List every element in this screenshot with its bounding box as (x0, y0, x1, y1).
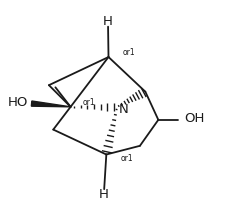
Text: or1: or1 (120, 154, 133, 163)
Text: H: H (103, 15, 112, 28)
Text: H: H (99, 188, 109, 201)
Text: N: N (118, 102, 128, 116)
Text: or1: or1 (82, 98, 95, 107)
Text: HO: HO (7, 96, 27, 109)
Polygon shape (31, 101, 70, 107)
Text: or1: or1 (122, 48, 135, 57)
Text: OH: OH (183, 112, 203, 125)
